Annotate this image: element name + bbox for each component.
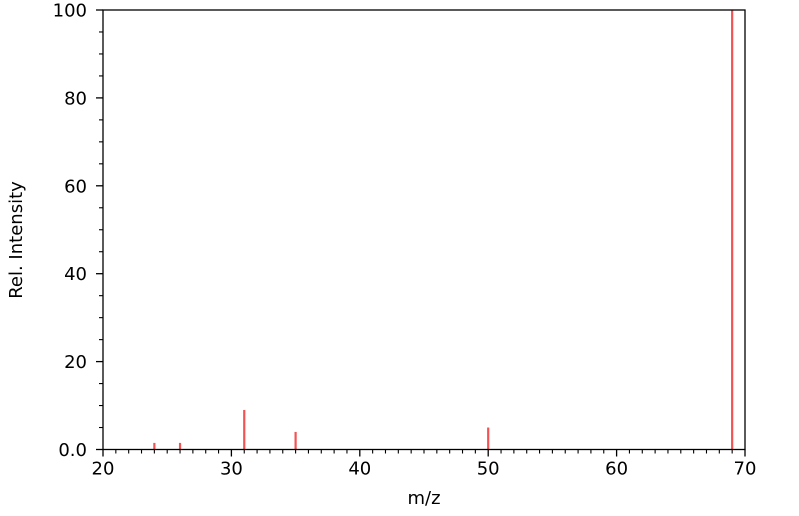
x-tick-label: 60 <box>605 459 628 480</box>
x-tick-label: 40 <box>348 459 371 480</box>
x-tick-label: 70 <box>734 459 757 480</box>
y-tick-label: 60 <box>64 176 87 197</box>
y-tick-label: 100 <box>53 1 87 22</box>
y-tick-label: 40 <box>64 264 87 285</box>
plot-border <box>102 9 746 451</box>
y-tick-label: 80 <box>64 88 87 109</box>
y-tick-label: 0.0 <box>58 440 87 461</box>
x-tick-label: 30 <box>220 459 243 480</box>
x-tick-label: 20 <box>92 459 115 480</box>
y-tick-label: 20 <box>64 352 87 373</box>
x-tick-label: 50 <box>477 459 500 480</box>
x-axis-label: m/z <box>407 488 441 509</box>
y-axis-label: Rel. Intensity <box>6 181 27 299</box>
